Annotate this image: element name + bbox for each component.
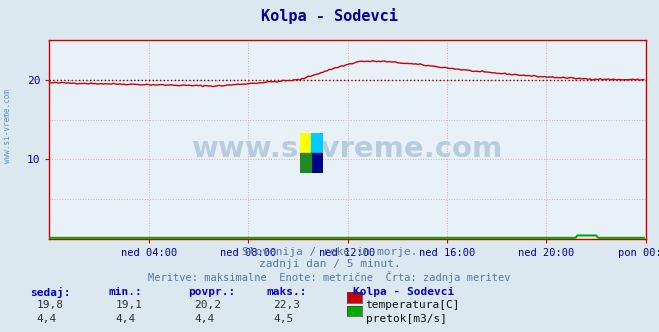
Text: sedaj:: sedaj: xyxy=(30,287,70,298)
Text: Slovenija / reke in morje.: Slovenija / reke in morje. xyxy=(242,247,417,257)
Text: maks.:: maks.: xyxy=(267,287,307,297)
Text: pretok[m3/s]: pretok[m3/s] xyxy=(366,314,447,324)
Text: povpr.:: povpr.: xyxy=(188,287,235,297)
Bar xyxy=(312,133,323,153)
Text: Meritve: maksimalne  Enote: metrične  Črta: zadnja meritev: Meritve: maksimalne Enote: metrične Črta… xyxy=(148,271,511,283)
Text: 20,2: 20,2 xyxy=(194,300,221,310)
Text: 22,3: 22,3 xyxy=(273,300,301,310)
Text: 4,5: 4,5 xyxy=(273,314,294,324)
Text: 4,4: 4,4 xyxy=(36,314,57,324)
Bar xyxy=(312,153,323,173)
Text: 19,8: 19,8 xyxy=(36,300,63,310)
Text: zadnji dan / 5 minut.: zadnji dan / 5 minut. xyxy=(258,259,401,269)
Text: www.si-vreme.com: www.si-vreme.com xyxy=(3,89,13,163)
Text: www.si-vreme.com: www.si-vreme.com xyxy=(192,135,503,163)
Text: min.:: min.: xyxy=(109,287,142,297)
Text: Kolpa - Sodevci: Kolpa - Sodevci xyxy=(353,287,454,297)
Text: 4,4: 4,4 xyxy=(115,314,136,324)
Bar xyxy=(300,133,312,153)
Text: 19,1: 19,1 xyxy=(115,300,142,310)
Text: Kolpa - Sodevci: Kolpa - Sodevci xyxy=(261,8,398,24)
Text: 4,4: 4,4 xyxy=(194,314,215,324)
Text: temperatura[C]: temperatura[C] xyxy=(366,300,460,310)
Bar xyxy=(300,153,312,173)
